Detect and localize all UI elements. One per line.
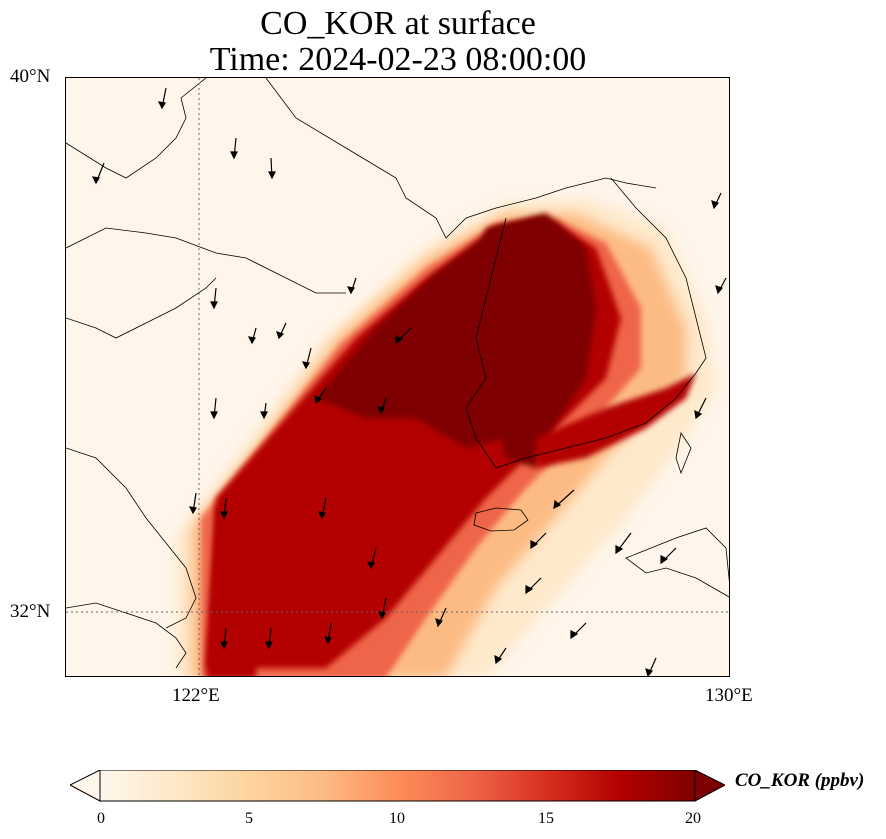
wind-arrow [220, 497, 228, 520]
wind-arrow [377, 597, 387, 620]
wind-arrow [210, 287, 218, 310]
wind-arrow [570, 622, 587, 640]
wind-arrow [247, 327, 257, 345]
wind-arrow [366, 547, 377, 570]
wind-arrow [314, 387, 327, 405]
map-title-line2: Time: 2024-02-23 08:00:00 [209, 41, 587, 78]
wind-arrow [91, 162, 105, 185]
wind-arrow [276, 322, 287, 340]
plume-layer-west-strip [206, 478, 266, 676]
colorbar-label: CO_KOR (ppbv) [735, 770, 865, 791]
wind-vectors [91, 87, 727, 676]
colorbar-tick: 20 [685, 810, 701, 827]
colorbar-tick: 15 [538, 810, 554, 827]
colorbar-tick: 10 [389, 810, 405, 827]
colorbar-extend-high [694, 769, 727, 802]
plume-layer-peak-korea [466, 213, 596, 468]
korea-west-coast [465, 217, 697, 469]
wind-arrow [323, 622, 332, 645]
map-title-line1: CO_KOR at surface [260, 5, 536, 42]
wind-arrow [260, 402, 268, 420]
wind-arrow [660, 547, 677, 565]
wind-arrow [395, 327, 412, 345]
wind-arrow [346, 277, 357, 295]
wind-arrow [645, 657, 657, 676]
map-panel [65, 77, 730, 677]
plume-layer-coast-south [536, 373, 696, 468]
lat-label-32n: 32°N [10, 601, 51, 622]
map-canvas [66, 78, 729, 676]
jeju-island [473, 507, 529, 532]
wind-arrow [220, 627, 228, 650]
korea-east-coast [610, 177, 707, 374]
wind-arrow [157, 87, 167, 110]
wind-arrow [530, 532, 547, 550]
wind-arrow [553, 489, 575, 510]
wind-arrow [268, 157, 276, 180]
japan-kyushu [625, 527, 729, 598]
wind-arrow [525, 577, 542, 595]
wind-arrow [376, 397, 387, 415]
coastlines [66, 78, 729, 669]
liaodong-coast [265, 78, 657, 239]
jiangsu-coast [66, 447, 197, 629]
colorbar-tick: 0 [97, 810, 105, 827]
gridlines [66, 78, 729, 676]
wind-arrow [711, 192, 722, 210]
yangtze-mouth [66, 602, 187, 669]
co-concentration-field [176, 198, 716, 676]
colorbar [68, 769, 727, 804]
wind-arrow [494, 647, 507, 665]
shandong-coast [66, 227, 346, 294]
wind-arrow [615, 532, 632, 555]
wind-arrow [301, 347, 312, 370]
japan-tsushima [675, 431, 692, 475]
wind-arrow [694, 397, 707, 420]
lon-label-130e: 130°E [705, 685, 753, 706]
wind-arrow [210, 397, 218, 420]
china-coast [66, 78, 207, 179]
wind-arrow [317, 497, 327, 520]
colorbar-svg [68, 769, 727, 802]
bohai-coast [66, 277, 217, 339]
colorbar-extend-low [68, 769, 101, 802]
lon-label-122e: 122°E [172, 685, 220, 706]
wind-arrow [265, 627, 273, 650]
colorbar-tick: 5 [245, 810, 253, 827]
colorbar-gradient [99, 769, 696, 802]
wind-arrow [188, 492, 197, 515]
lat-label-40n: 40°N [10, 66, 51, 87]
wind-arrow [435, 607, 447, 628]
wind-arrow [715, 277, 727, 295]
wind-arrow [230, 137, 238, 160]
